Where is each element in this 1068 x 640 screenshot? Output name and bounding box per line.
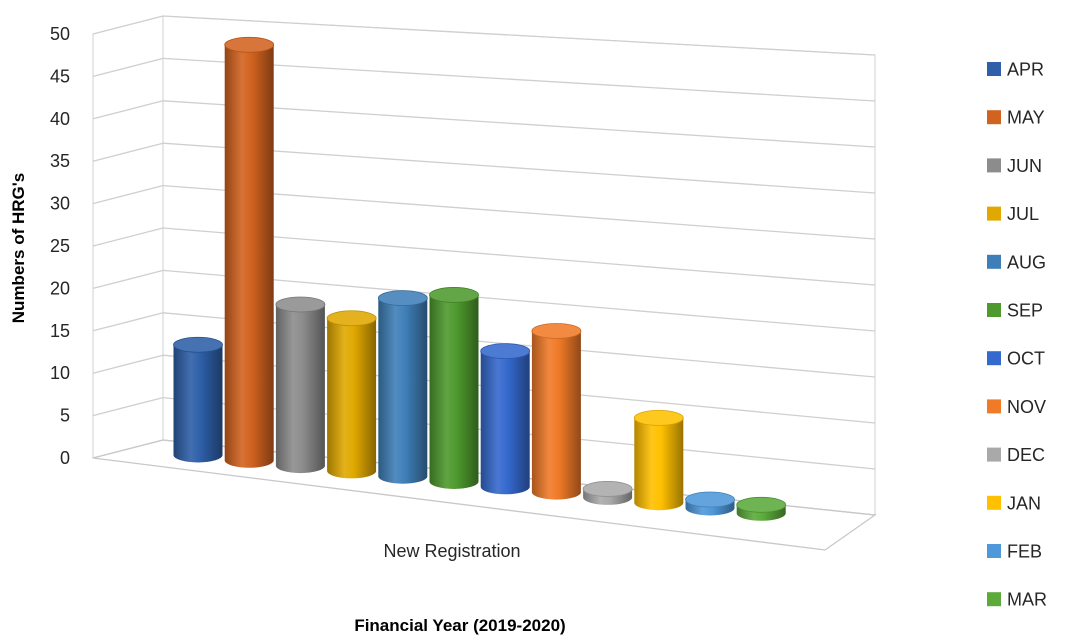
bars (173, 36, 787, 521)
bar-jan (633, 409, 684, 511)
legend-swatch (987, 206, 1001, 221)
y-axis-ticks: 0 5 10 15 20 25 30 35 40 45 50 (50, 24, 70, 468)
bar-jul (326, 310, 377, 479)
bar-oct (480, 343, 531, 495)
legend-swatch (987, 62, 1001, 76)
legend-label: SEP (1007, 301, 1043, 321)
legend-item-jan: JAN (987, 493, 1041, 513)
legend-label: JUL (1007, 204, 1039, 224)
legend-item-oct: OCT (987, 349, 1045, 369)
gridline (92, 142, 876, 194)
y-tick-label: 35 (50, 151, 70, 171)
legend-item-mar: MAR (987, 590, 1047, 610)
legend-swatch (987, 399, 1001, 414)
x-axis-title: Financial Year (2019-2020) (354, 616, 565, 635)
legend-item-dec: DEC (987, 445, 1045, 465)
legend-label: FEB (1007, 542, 1042, 562)
gridline (92, 15, 876, 56)
legend: APR MAY JUN JUL AUG SEP OCT NOV DEC JAN FEB MAR (987, 60, 1047, 610)
legend-item-sep: SEP (987, 301, 1043, 321)
bar-dec (582, 481, 633, 505)
y-axis-title: Numbers of HRG's (9, 173, 28, 323)
gridline (92, 100, 876, 148)
y-tick-label: 45 (50, 66, 70, 86)
legend-item-feb: FEB (987, 542, 1042, 562)
y-tick-label: 40 (50, 109, 70, 129)
legend-swatch (987, 495, 1001, 510)
legend-item-apr: APR (987, 60, 1044, 80)
legend-swatch (987, 447, 1001, 462)
legend-swatch (987, 592, 1001, 607)
legend-swatch (987, 158, 1001, 173)
gridline (92, 269, 876, 332)
bar-sep (429, 287, 479, 490)
legend-item-aug: AUG (987, 252, 1046, 272)
legend-label: APR (1007, 60, 1044, 80)
legend-label: DEC (1007, 445, 1045, 465)
bar-feb (685, 491, 735, 516)
y-tick-label: 25 (50, 236, 70, 256)
legend-label: AUG (1007, 252, 1046, 272)
gridline (92, 57, 876, 102)
legend-item-nov: NOV (987, 397, 1046, 417)
legend-swatch (987, 303, 1001, 317)
bar-jun (275, 296, 326, 474)
category-label: New Registration (383, 541, 520, 561)
legend-label: JAN (1007, 493, 1041, 513)
bar-apr (173, 336, 223, 463)
gridline (92, 184, 876, 240)
legend-item-may: MAY (987, 108, 1045, 128)
y-tick-label: 50 (50, 24, 70, 44)
y-tick-label: 15 (50, 321, 70, 341)
y-tick-label: 5 (60, 406, 70, 426)
legend-label: NOV (1007, 397, 1046, 417)
bar-may (224, 36, 275, 468)
legend-swatch (987, 544, 1001, 558)
bar-aug (377, 290, 428, 484)
legend-swatch (987, 351, 1001, 366)
gridline (92, 227, 876, 286)
bar-mar (736, 496, 787, 521)
y-tick-label: 30 (50, 194, 70, 214)
y-tick-label: 20 (50, 278, 70, 298)
legend-label: MAY (1007, 108, 1045, 128)
y-tick-label: 10 (50, 363, 70, 383)
y-tick-label: 0 (60, 448, 70, 468)
legend-item-jun: JUN (987, 156, 1042, 176)
bar-nov (531, 323, 582, 500)
legend-label: JUN (1007, 156, 1042, 176)
legend-label: OCT (1007, 349, 1045, 369)
legend-label: MAR (1007, 590, 1047, 610)
legend-swatch (987, 254, 1001, 269)
legend-swatch (987, 110, 1001, 125)
legend-item-jul: JUL (987, 204, 1039, 224)
